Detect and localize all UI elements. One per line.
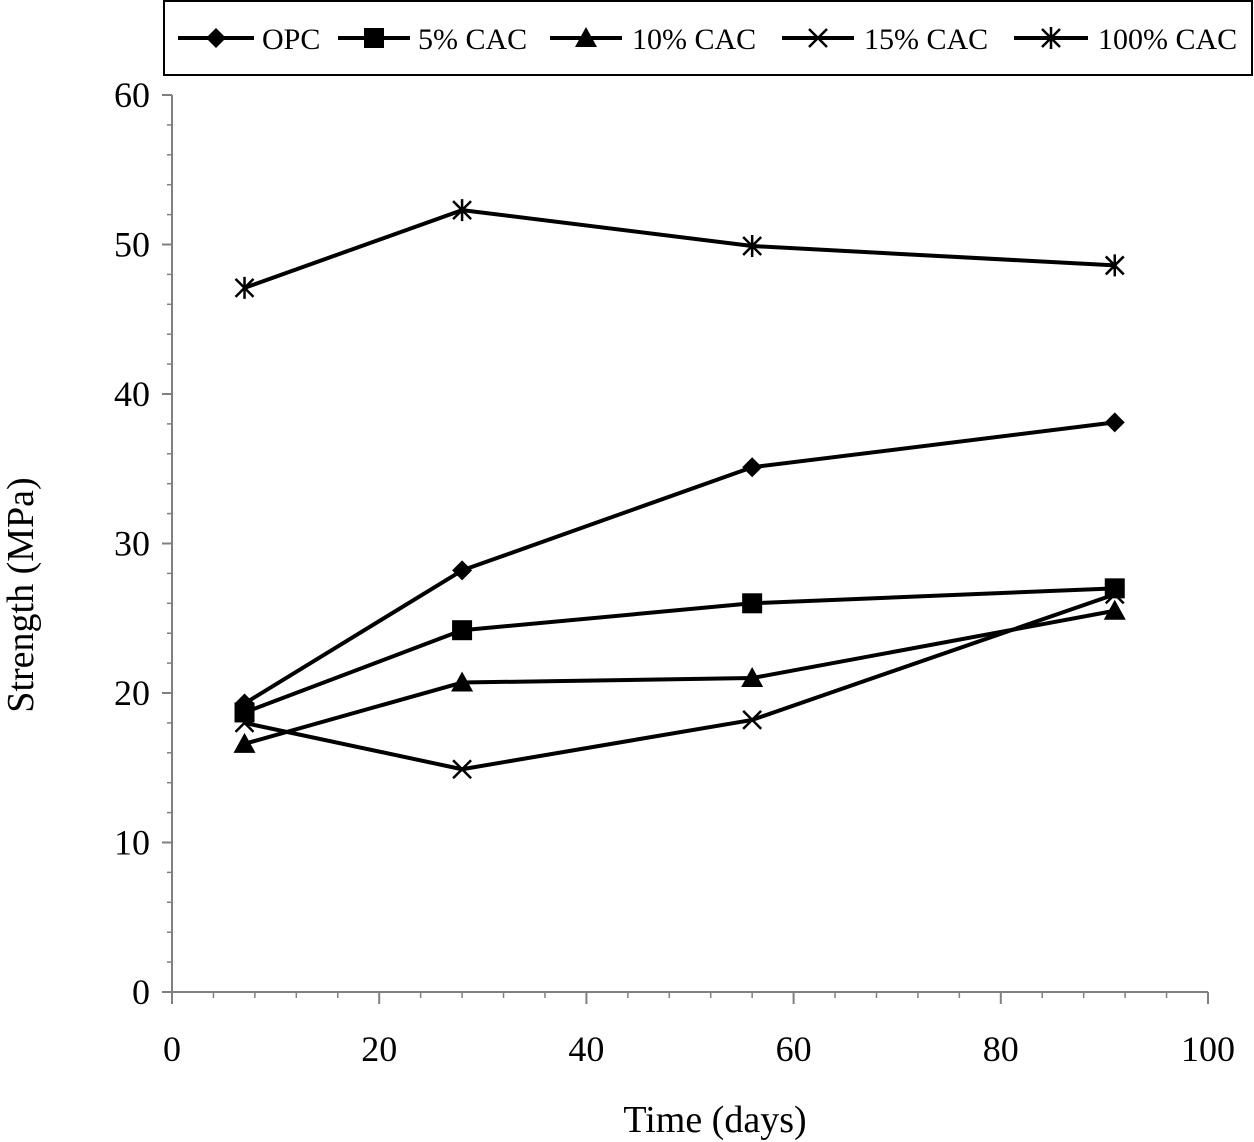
series-line-100pct-cac: [243, 208, 1115, 290]
legend-marker: [1041, 27, 1061, 49]
series-100pct-cac: [234, 199, 1125, 299]
data-point-opc: [1104, 412, 1125, 433]
x-tick-label: 60: [776, 1029, 812, 1069]
data-point-5pct-cac: [742, 593, 763, 614]
axes: 0 10 20 30 40 50 60 0 20 40 60 80 100: [114, 75, 1235, 1069]
legend-label: 15% CAC: [864, 23, 988, 56]
data-point-100pct-cac: [742, 234, 763, 257]
x-marker-shape: [808, 28, 828, 48]
x-marker-shape: [234, 713, 255, 733]
series-opc: [234, 412, 1125, 714]
legend-item-10pct-cac: 10% CAC: [550, 23, 756, 56]
star-marker-shape: [742, 234, 763, 257]
series-line-opc: [243, 420, 1116, 706]
legend-item-100pct-cac: 100% CAC: [1014, 23, 1237, 56]
legend-item-opc: OPC: [178, 23, 320, 56]
x-marker-shape: [742, 710, 763, 730]
series-10pct-cac: [233, 599, 1126, 753]
series-layer: [233, 199, 1126, 780]
series-line-5pct-cac: [243, 586, 1115, 715]
legend-marker: [575, 27, 597, 47]
square-marker-shape: [1104, 578, 1125, 599]
legend-label: 5% CAC: [418, 23, 527, 56]
x-tick-label: 0: [163, 1029, 181, 1069]
data-point-opc: [452, 560, 473, 581]
x-axis-title: Time (days): [623, 1099, 806, 1141]
legend-label: 100% CAC: [1098, 23, 1237, 56]
y-tick-label: 30: [114, 524, 150, 564]
diamond-marker-shape: [206, 28, 226, 48]
x-tick-label: 40: [568, 1029, 604, 1069]
data-point-5pct-cac: [234, 702, 255, 723]
data-point-15pct-cac: [452, 759, 472, 780]
triangle-marker-shape: [233, 732, 256, 753]
x-tick-label: 20: [361, 1029, 397, 1069]
data-point-10pct-cac: [1103, 599, 1126, 620]
triangle-marker-shape: [1103, 599, 1126, 620]
legend-label: 10% CAC: [632, 23, 756, 56]
data-point-15pct-cac: [742, 710, 763, 730]
data-point-10pct-cac: [741, 667, 764, 688]
series-line-15pct-cac: [244, 592, 1116, 772]
data-point-15pct-cac: [1104, 584, 1125, 605]
triangle-marker-shape: [575, 27, 597, 47]
data-point-100pct-cac: [452, 199, 472, 222]
legend-label: OPC: [262, 23, 320, 56]
y-tick-label: 0: [132, 972, 150, 1012]
legend: OPC 5% CAC 10% CAC 15% CAC 100% CAC: [163, 0, 1253, 76]
data-point-opc: [742, 457, 763, 478]
triangle-marker-shape: [451, 671, 474, 692]
square-marker-shape: [234, 702, 255, 723]
y-axis-title: Strength (MPa): [0, 477, 42, 712]
legend-item-5pct-cac: 5% CAC: [338, 23, 527, 56]
data-point-100pct-cac: [234, 276, 255, 299]
x-marker-shape: [452, 759, 472, 780]
diamond-marker-shape: [452, 560, 473, 581]
data-point-5pct-cac: [452, 620, 473, 641]
triangle-marker-shape: [741, 667, 764, 688]
star-marker-shape: [1104, 254, 1125, 277]
y-tick-label: 20: [114, 673, 150, 713]
data-point-5pct-cac: [1104, 578, 1125, 599]
x-marker-shape: [1104, 584, 1125, 605]
legend-marker: [206, 28, 226, 48]
y-tick-label: 60: [114, 75, 150, 115]
x-tick-label: 80: [983, 1029, 1019, 1069]
star-marker-shape: [234, 276, 255, 299]
diamond-marker-shape: [1104, 412, 1125, 433]
data-point-10pct-cac: [233, 732, 256, 753]
y-tick-label: 50: [114, 225, 150, 265]
square-marker-shape: [742, 593, 763, 614]
legend-marker: [364, 28, 384, 48]
series-15pct-cac: [234, 584, 1125, 780]
data-point-100pct-cac: [1104, 254, 1125, 277]
data-point-10pct-cac: [451, 671, 474, 692]
square-marker-shape: [452, 620, 473, 641]
legend-item-15pct-cac: 15% CAC: [782, 23, 988, 56]
star-marker-shape: [1041, 27, 1061, 49]
series-line-10pct-cac: [243, 608, 1116, 746]
x-tick-label: 100: [1181, 1029, 1235, 1069]
series-5pct-cac: [234, 578, 1125, 723]
y-tick-label: 40: [114, 374, 150, 414]
square-marker-shape: [364, 28, 384, 48]
diamond-marker-shape: [742, 457, 763, 478]
legend-marker: [808, 28, 828, 48]
y-tick-label: 10: [114, 823, 150, 863]
star-marker-shape: [452, 199, 472, 222]
data-point-15pct-cac: [234, 713, 255, 733]
